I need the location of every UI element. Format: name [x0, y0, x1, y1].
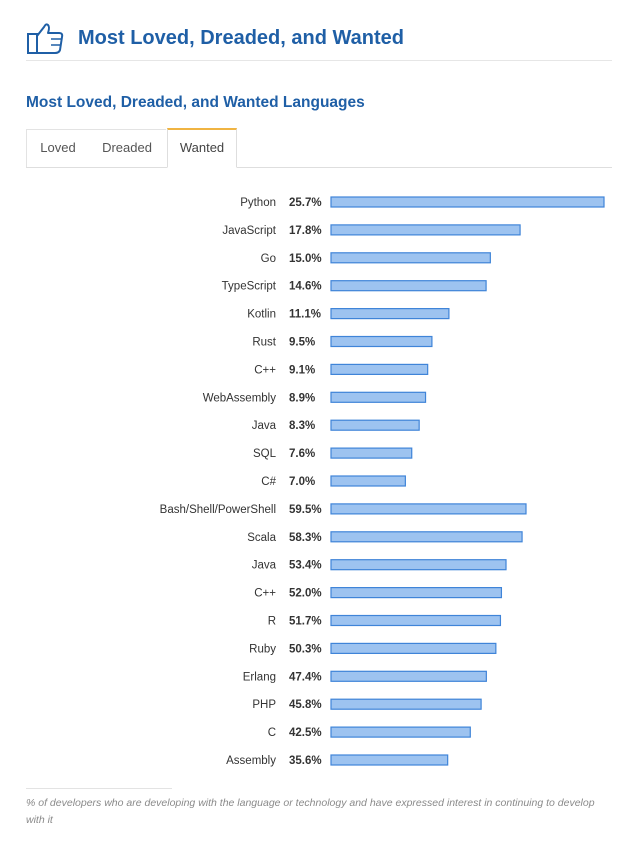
value-label: 8.9% — [289, 392, 315, 404]
value-label: 7.0% — [289, 476, 315, 488]
tab-wanted[interactable]: Wanted — [167, 128, 237, 168]
bar — [330, 531, 523, 543]
category-label: Erlang — [243, 671, 276, 683]
value-label: 15.0% — [289, 253, 322, 265]
bar — [330, 252, 491, 264]
footnote: % of developers who are developing with … — [26, 797, 595, 826]
bar — [330, 196, 605, 208]
category-label: TypeScript — [222, 281, 277, 293]
category-label: Ruby — [249, 643, 276, 655]
bar — [330, 447, 413, 459]
category-label: SQL — [253, 448, 277, 460]
category-label: R — [268, 616, 276, 628]
bar — [330, 391, 427, 403]
value-label: 14.6% — [289, 281, 322, 293]
category-label: C# — [261, 476, 276, 488]
bar — [330, 280, 487, 292]
category-label: C++ — [254, 364, 276, 376]
tab-loved[interactable]: Loved — [26, 129, 89, 167]
header-divider — [26, 60, 612, 61]
bar — [330, 614, 502, 627]
value-label: 9.5% — [289, 337, 315, 349]
section-title: Most Loved, Dreaded, and Wanted Language… — [26, 94, 365, 111]
value-label: 45.8% — [289, 699, 322, 711]
bar — [330, 475, 406, 487]
category-label: C — [268, 727, 276, 739]
bar — [330, 419, 420, 431]
value-label: 50.3% — [289, 643, 322, 655]
page-title: Most Loved, Dreaded, and Wanted — [78, 26, 404, 49]
category-label: Bash/Shell/PowerShell — [160, 504, 276, 516]
value-label: 11.1% — [289, 309, 321, 321]
footnote-divider — [26, 788, 172, 789]
value-label: 59.5% — [289, 504, 322, 516]
bar — [330, 503, 527, 515]
category-label: Java — [252, 420, 277, 432]
tab-bar: Loved Dreaded Wanted — [26, 128, 612, 168]
thumbs-up-icon — [27, 23, 64, 54]
value-label: 47.4% — [289, 671, 322, 683]
value-label: 8.3% — [289, 420, 315, 432]
bar — [330, 642, 497, 654]
category-label: Go — [261, 253, 276, 265]
value-label: 42.5% — [289, 727, 322, 739]
value-label: 25.7% — [289, 197, 322, 209]
bar — [330, 754, 449, 766]
category-label: PHP — [252, 699, 276, 711]
category-label: JavaScript — [222, 225, 276, 237]
value-label: 9.1% — [289, 364, 315, 376]
bar — [330, 335, 433, 348]
value-label: 35.6% — [289, 755, 322, 767]
value-label: 17.8% — [289, 225, 322, 237]
value-label: 7.6% — [289, 448, 315, 460]
category-label: WebAssembly — [203, 392, 277, 404]
tab-dreaded[interactable]: Dreaded — [88, 129, 166, 167]
category-label: Rust — [252, 337, 276, 349]
bar — [330, 224, 521, 236]
bar — [330, 363, 429, 375]
value-label: 58.3% — [289, 532, 322, 544]
value-label: 53.4% — [289, 560, 322, 572]
category-label: C++ — [254, 588, 276, 600]
bar — [330, 587, 503, 599]
value-label: 52.0% — [289, 588, 322, 600]
page-header: Most Loved, Dreaded, and Wanted — [26, 18, 612, 58]
category-label: Kotlin — [247, 309, 276, 321]
category-label: Java — [252, 560, 277, 572]
bar — [330, 670, 487, 682]
bar-chart: Python 25.7% JavaScript 17.8% Go 15.0% TypeScr… — [160, 196, 605, 767]
category-label: Scala — [247, 532, 276, 544]
category-label: Python — [240, 197, 276, 209]
value-label: 51.7% — [289, 616, 322, 628]
bar — [330, 307, 450, 320]
category-label: Assembly — [226, 755, 276, 767]
bar — [330, 559, 507, 571]
bar — [330, 698, 482, 710]
bar — [330, 726, 471, 738]
